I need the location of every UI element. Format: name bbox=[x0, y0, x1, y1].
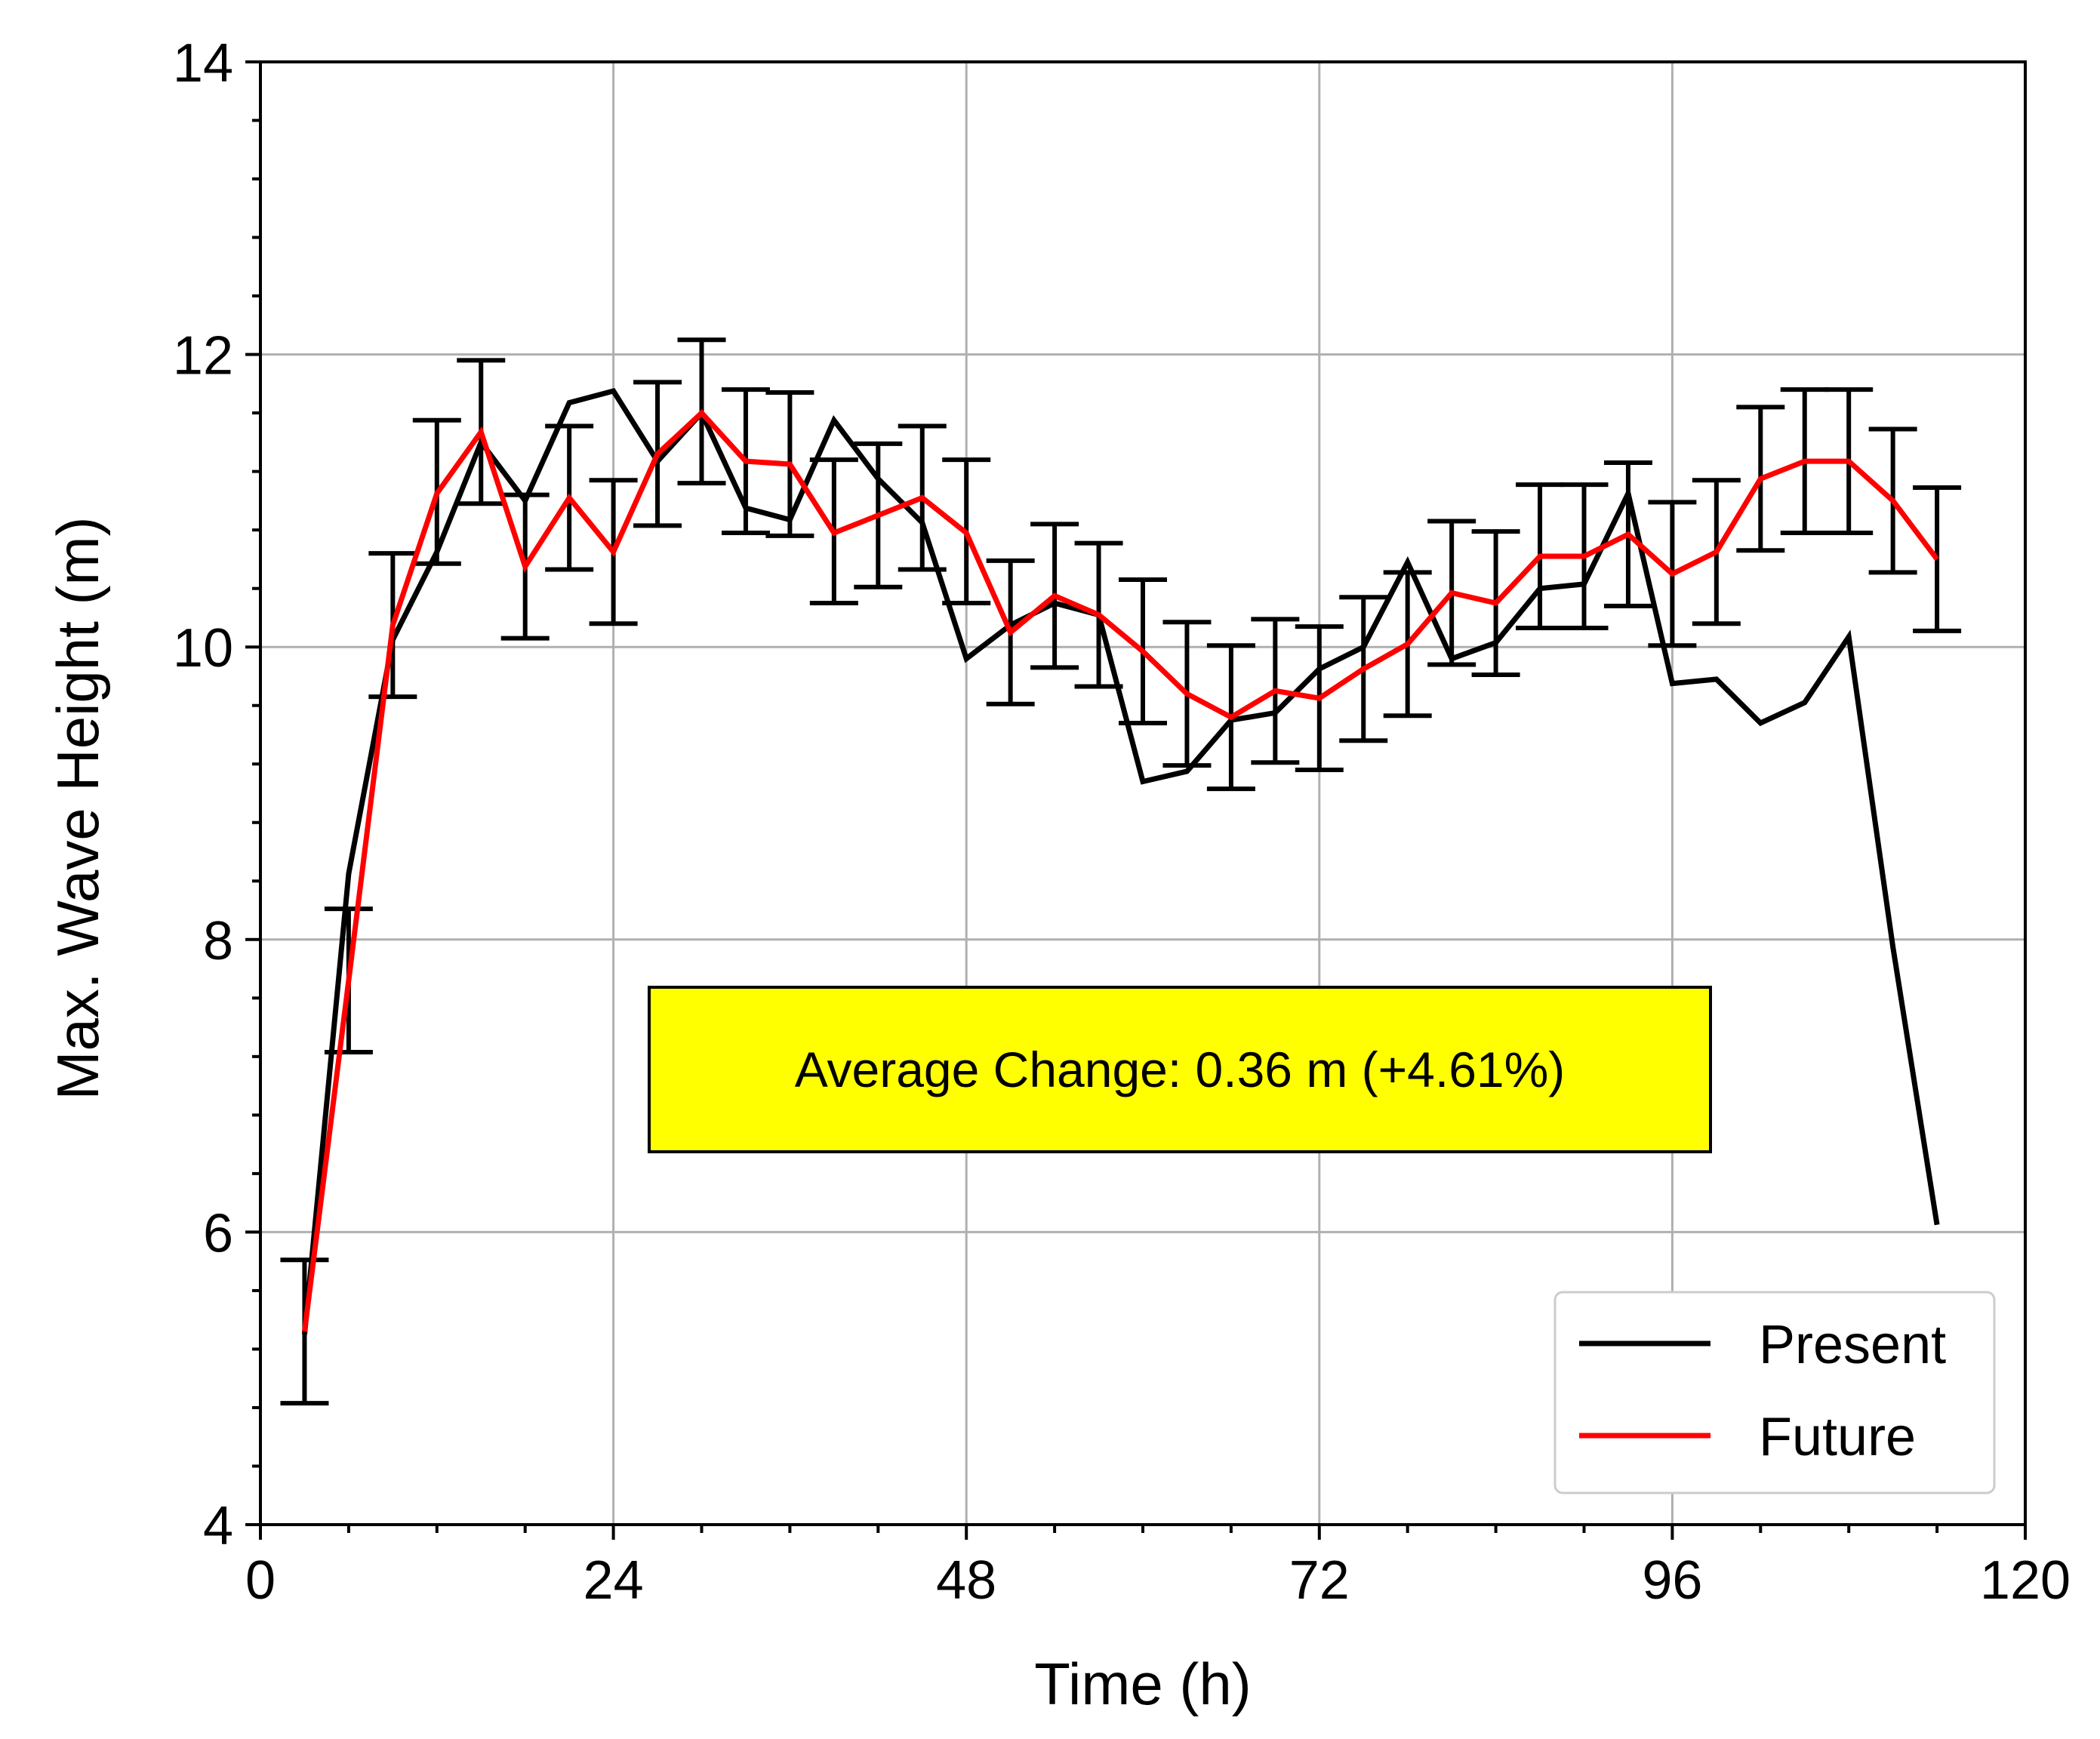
x-tick-label: 24 bbox=[584, 1550, 644, 1611]
series-line-present bbox=[301, 388, 1940, 1335]
x-axis-title: Time (h) bbox=[1034, 1651, 1251, 1717]
annotation-box: Average Change: 0.36 m (+4.61%) bbox=[648, 986, 1712, 1153]
y-tick-label: 8 bbox=[203, 911, 233, 971]
axis-ticks bbox=[245, 60, 2027, 1540]
x-tick-label: 72 bbox=[1289, 1550, 1350, 1611]
legend-label-present: Present bbox=[1759, 1315, 1946, 1375]
y-tick-label: 4 bbox=[203, 1496, 233, 1556]
x-tick-label: 0 bbox=[245, 1550, 276, 1611]
y-tick-label: 10 bbox=[173, 618, 233, 679]
y-tick-label: 6 bbox=[203, 1203, 233, 1263]
x-tick-label: 48 bbox=[936, 1550, 996, 1611]
annotation-background bbox=[648, 986, 1712, 1153]
x-tick-label: 120 bbox=[1980, 1550, 2071, 1611]
legend-label-future: Future bbox=[1759, 1407, 1916, 1467]
annotation-text: Average Change: 0.36 m (+4.61%) bbox=[795, 1042, 1566, 1097]
series-lines bbox=[301, 388, 1940, 1335]
grid bbox=[260, 62, 2025, 1525]
y-axis-title: Max. Wave Height (m) bbox=[45, 517, 111, 1100]
y-tick-label: 14 bbox=[173, 33, 233, 94]
legend: Present Future bbox=[1553, 1291, 1996, 1494]
y-tick-label: 12 bbox=[173, 326, 233, 386]
x-tick-label: 96 bbox=[1642, 1550, 1702, 1611]
tick-labels: 0 24 48 72 96 120 4 6 8 10 12 14 bbox=[173, 33, 2071, 1611]
series-line-future bbox=[301, 409, 1939, 1332]
